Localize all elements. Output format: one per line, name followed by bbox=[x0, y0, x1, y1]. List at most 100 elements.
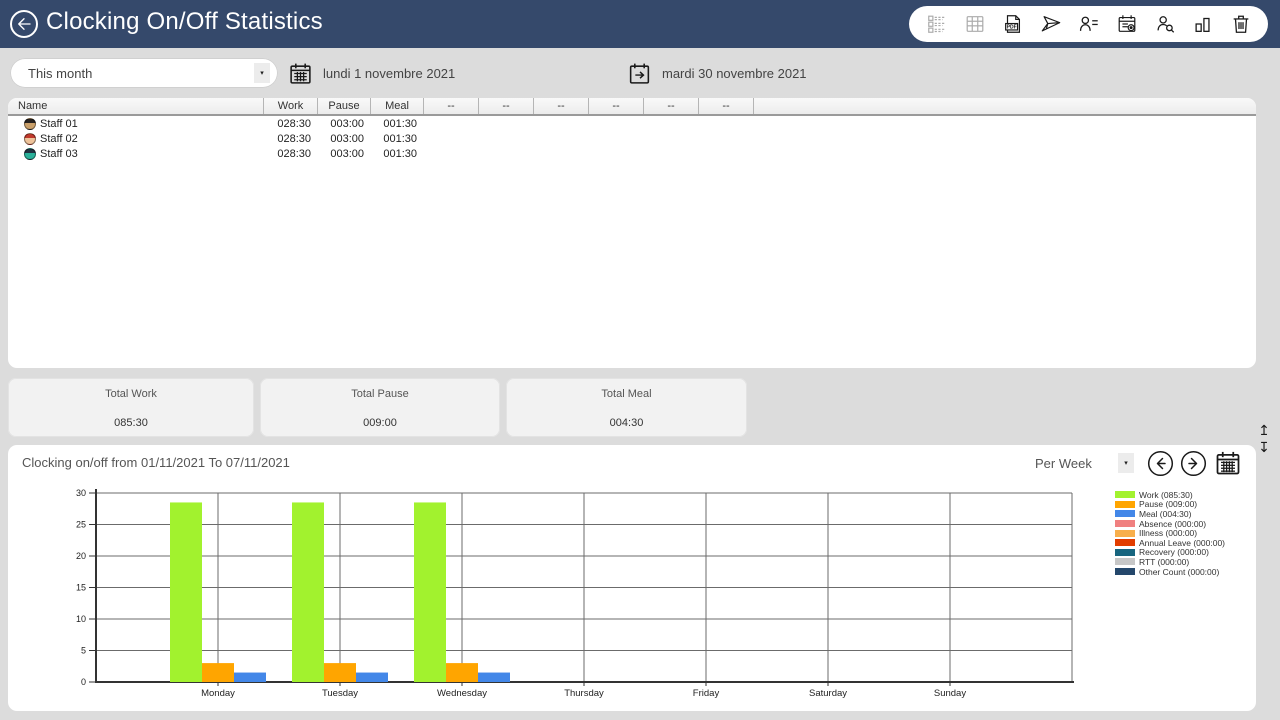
statistics-icon[interactable] bbox=[1191, 13, 1214, 36]
date-to-picker[interactable]: mardi 30 novembre 2021 bbox=[627, 58, 807, 88]
chart-period-chevron-down-icon[interactable]: ▾ bbox=[1118, 453, 1134, 473]
column-header-[interactable]: -- bbox=[588, 98, 643, 114]
legend-label: Other Count (000:00) bbox=[1139, 567, 1219, 577]
cell-work: 028:30 bbox=[263, 118, 317, 130]
column-header-[interactable]: -- bbox=[698, 98, 753, 114]
total-work-label: Total Work bbox=[8, 388, 254, 400]
svg-text:20: 20 bbox=[76, 551, 86, 561]
avatar bbox=[24, 118, 36, 130]
column-header-[interactable]: -- bbox=[478, 98, 533, 114]
total-meal-label: Total Meal bbox=[506, 388, 747, 400]
date-to-label: mardi 30 novembre 2021 bbox=[662, 66, 807, 81]
date-from-picker[interactable]: lundi 1 novembre 2021 bbox=[288, 58, 455, 88]
legend-item: Work (085:30) bbox=[1115, 490, 1225, 500]
chart-title: Clocking on/off from 01/11/2021 To 07/11… bbox=[22, 455, 290, 470]
total-meal-card: Total Meal 004:30 bbox=[506, 378, 747, 437]
legend-label: Illness (000:00) bbox=[1139, 528, 1197, 538]
table-row[interactable]: Staff 03028:30003:00001:30 bbox=[8, 146, 1256, 161]
legend-swatch bbox=[1115, 501, 1135, 508]
svg-text:25: 25 bbox=[76, 520, 86, 530]
chart-calendar-button[interactable] bbox=[1214, 449, 1242, 477]
legend-swatch bbox=[1115, 520, 1135, 527]
resize-up-icon: ↥ bbox=[1258, 423, 1270, 440]
legend-swatch bbox=[1115, 530, 1135, 537]
legend-item: Meal (004:30) bbox=[1115, 509, 1225, 519]
legend-label: Recovery (000:00) bbox=[1139, 547, 1209, 557]
export-pdf-icon[interactable]: PDF bbox=[1001, 13, 1024, 36]
report-grid-icon[interactable] bbox=[963, 13, 986, 36]
staff-name: Staff 02 bbox=[40, 133, 78, 145]
legend-label: Meal (004:30) bbox=[1139, 509, 1191, 519]
staff-table-header: NameWorkPauseMeal------------ bbox=[8, 98, 1256, 116]
svg-text:0: 0 bbox=[81, 677, 86, 687]
total-pause-label: Total Pause bbox=[260, 388, 500, 400]
column-header-[interactable]: -- bbox=[643, 98, 698, 114]
report-list-icon[interactable] bbox=[925, 13, 948, 36]
toolbar: PDF bbox=[909, 6, 1268, 42]
back-arrow-icon bbox=[15, 15, 33, 33]
avatar bbox=[24, 148, 36, 160]
svg-text:30: 30 bbox=[76, 488, 86, 498]
legend-item: Annual Leave (000:00) bbox=[1115, 538, 1225, 548]
svg-text:15: 15 bbox=[76, 583, 86, 593]
previous-period-button[interactable] bbox=[1147, 450, 1174, 477]
total-pause-card: Total Pause 009:00 bbox=[260, 378, 500, 437]
column-header-name[interactable]: Name bbox=[8, 98, 263, 114]
legend-label: RTT (000:00) bbox=[1139, 557, 1189, 567]
cell-work: 028:30 bbox=[263, 133, 317, 145]
cell-pause: 003:00 bbox=[317, 133, 370, 145]
back-button[interactable] bbox=[10, 10, 38, 38]
legend-swatch bbox=[1115, 491, 1135, 498]
chart-period-mode[interactable]: Per Week bbox=[1035, 456, 1092, 471]
staff-name: Staff 01 bbox=[40, 118, 78, 130]
svg-text:Thursday: Thursday bbox=[564, 688, 604, 699]
send-report-icon[interactable] bbox=[1039, 13, 1062, 36]
period-selector-value: This month bbox=[28, 66, 254, 81]
staff-table-panel: NameWorkPauseMeal------------ Staff 0102… bbox=[8, 98, 1256, 368]
staff-search-icon[interactable] bbox=[1153, 13, 1176, 36]
column-header-meal[interactable]: Meal bbox=[370, 98, 423, 114]
period-selector[interactable]: This month ▾ bbox=[10, 58, 278, 88]
legend-swatch bbox=[1115, 539, 1135, 546]
staff-table-rows: Staff 01028:30003:00001:30Staff 02028:30… bbox=[8, 116, 1256, 161]
total-meal-value: 004:30 bbox=[506, 417, 747, 429]
app-header: Clocking On/Off Statistics PDF bbox=[0, 0, 1280, 48]
svg-text:Sunday: Sunday bbox=[934, 688, 966, 699]
column-header-[interactable]: -- bbox=[423, 98, 478, 114]
svg-text:PDF: PDF bbox=[1006, 25, 1016, 31]
svg-text:5: 5 bbox=[81, 646, 86, 656]
cell-pause: 003:00 bbox=[317, 118, 370, 130]
column-header-pause[interactable]: Pause bbox=[317, 98, 370, 114]
avatar bbox=[24, 133, 36, 145]
schedule-report-icon[interactable] bbox=[1115, 13, 1138, 36]
calendar-forward-icon bbox=[627, 61, 652, 86]
chart-legend: Work (085:30)Pause (009:00)Meal (004:30)… bbox=[1115, 490, 1225, 576]
staff-name: Staff 03 bbox=[40, 148, 78, 160]
cell-work: 028:30 bbox=[263, 148, 317, 160]
legend-item: Absence (000:00) bbox=[1115, 519, 1225, 529]
column-header-work[interactable]: Work bbox=[263, 98, 317, 114]
table-row[interactable]: Staff 01 028:30003:00001:30 bbox=[8, 116, 1256, 131]
column-header-filler bbox=[753, 98, 1256, 114]
legend-swatch bbox=[1115, 510, 1135, 517]
delete-icon[interactable] bbox=[1229, 13, 1252, 36]
cell-meal: 001:30 bbox=[370, 148, 423, 160]
chart-panel: Clocking on/off from 01/11/2021 To 07/11… bbox=[8, 445, 1256, 711]
total-work-card: Total Work 085:30 bbox=[8, 378, 254, 437]
legend-label: Pause (009:00) bbox=[1139, 499, 1197, 509]
table-row[interactable]: Staff 02 028:30003:00001:30 bbox=[8, 131, 1256, 146]
legend-label: Work (085:30) bbox=[1139, 490, 1193, 500]
staff-details-icon[interactable] bbox=[1077, 13, 1100, 36]
legend-item: RTT (000:00) bbox=[1115, 557, 1225, 567]
column-header-[interactable]: -- bbox=[533, 98, 588, 114]
legend-label: Annual Leave (000:00) bbox=[1139, 538, 1225, 548]
cell-meal: 001:30 bbox=[370, 133, 423, 145]
chevron-down-icon[interactable]: ▾ bbox=[254, 63, 270, 83]
next-period-button[interactable] bbox=[1180, 450, 1207, 477]
svg-text:10: 10 bbox=[76, 614, 86, 624]
weekly-clocking-chart: 051015202530MondayTuesdayWednesdayThursd… bbox=[8, 480, 1256, 711]
legend-label: Absence (000:00) bbox=[1139, 519, 1206, 529]
filter-bar: This month ▾ lundi 1 novembre 2021 mardi… bbox=[0, 48, 1280, 98]
cell-meal: 001:30 bbox=[370, 118, 423, 130]
calendar-icon bbox=[288, 61, 313, 86]
